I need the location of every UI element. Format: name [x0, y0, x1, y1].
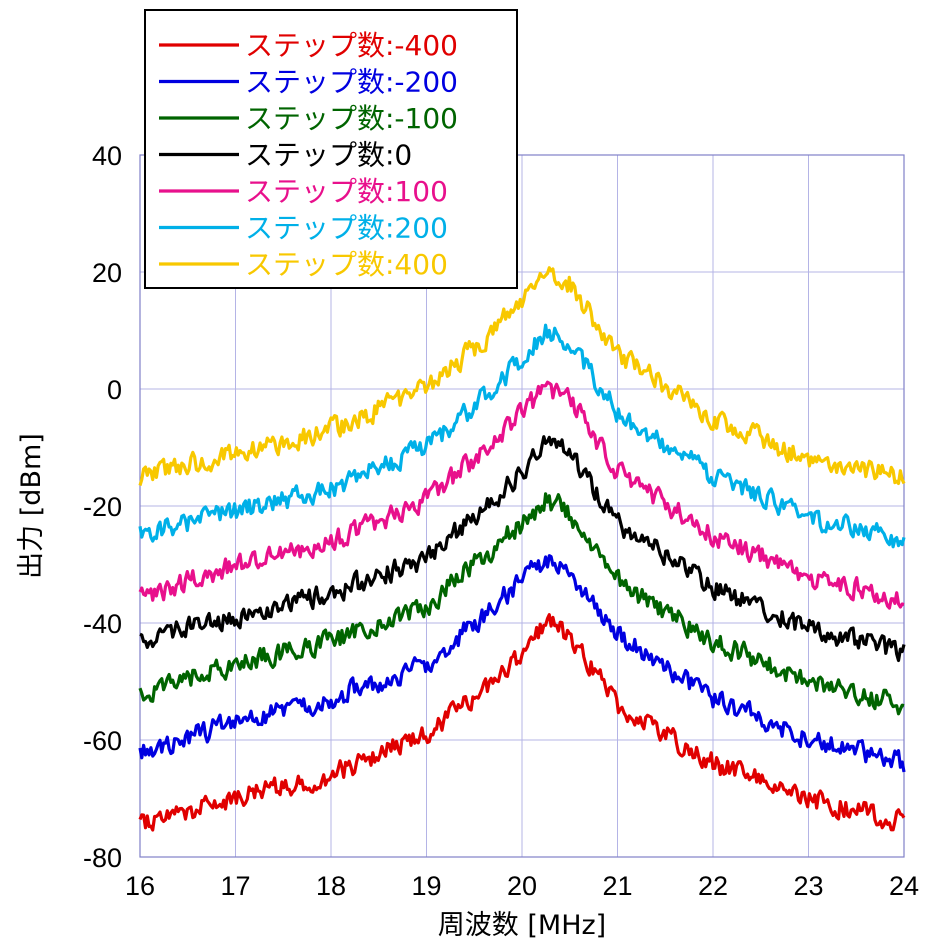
plot-frame: [139, 154, 905, 858]
y-tick-label: 20: [92, 258, 122, 288]
series-line: [139, 435, 906, 663]
series-line: [138, 380, 905, 610]
series-line: [138, 554, 906, 773]
legend-entry: ステップ数:-200: [245, 66, 458, 99]
x-tick-label: 17: [220, 871, 250, 901]
y-tick-label: -20: [83, 492, 122, 522]
legend-entry: ステップ数:400: [245, 248, 448, 281]
y-axis-label: 出力 [dBm]: [16, 433, 47, 579]
x-tick-label: 22: [698, 871, 728, 901]
x-tick-label: 20: [507, 871, 537, 901]
series-line: [138, 266, 906, 486]
y-tick-label: -80: [83, 843, 122, 873]
x-tick-label: 23: [793, 871, 823, 901]
legend-entry: ステップ数:-100: [245, 102, 458, 135]
series-line: [138, 323, 906, 549]
legend-entry: ステップ数:200: [245, 212, 448, 245]
x-tick-label: 18: [316, 871, 346, 901]
series-line: [138, 613, 906, 832]
y-tick-label: -40: [83, 609, 122, 639]
tick-labels: 16 17 18 19 20 21 22 23 24 40 20 0 -20 -40 -60 -80: [83, 141, 919, 901]
x-tick-label: 24: [889, 871, 919, 901]
y-tick-label: 0: [107, 375, 122, 405]
y-tick-label: 40: [92, 141, 122, 171]
legend-entry: ステップ数:100: [245, 175, 448, 208]
x-tick-label: 21: [602, 871, 632, 901]
series-layer: [138, 266, 906, 832]
x-tick-label: 19: [411, 871, 441, 901]
series-line: [138, 492, 905, 716]
legend-entry: ステップ数:-400: [245, 29, 458, 62]
y-tick-label: -60: [83, 726, 122, 756]
x-axis-label: 周波数 [MHz]: [438, 910, 606, 941]
legend-entry: ステップ数:0: [245, 139, 412, 172]
x-tick-label: 16: [125, 871, 155, 901]
legend-box: [144, 9, 518, 289]
legend: ステップ数:-400ステップ数:-200ステップ数:-100ステップ数:0ステッ…: [144, 9, 518, 289]
